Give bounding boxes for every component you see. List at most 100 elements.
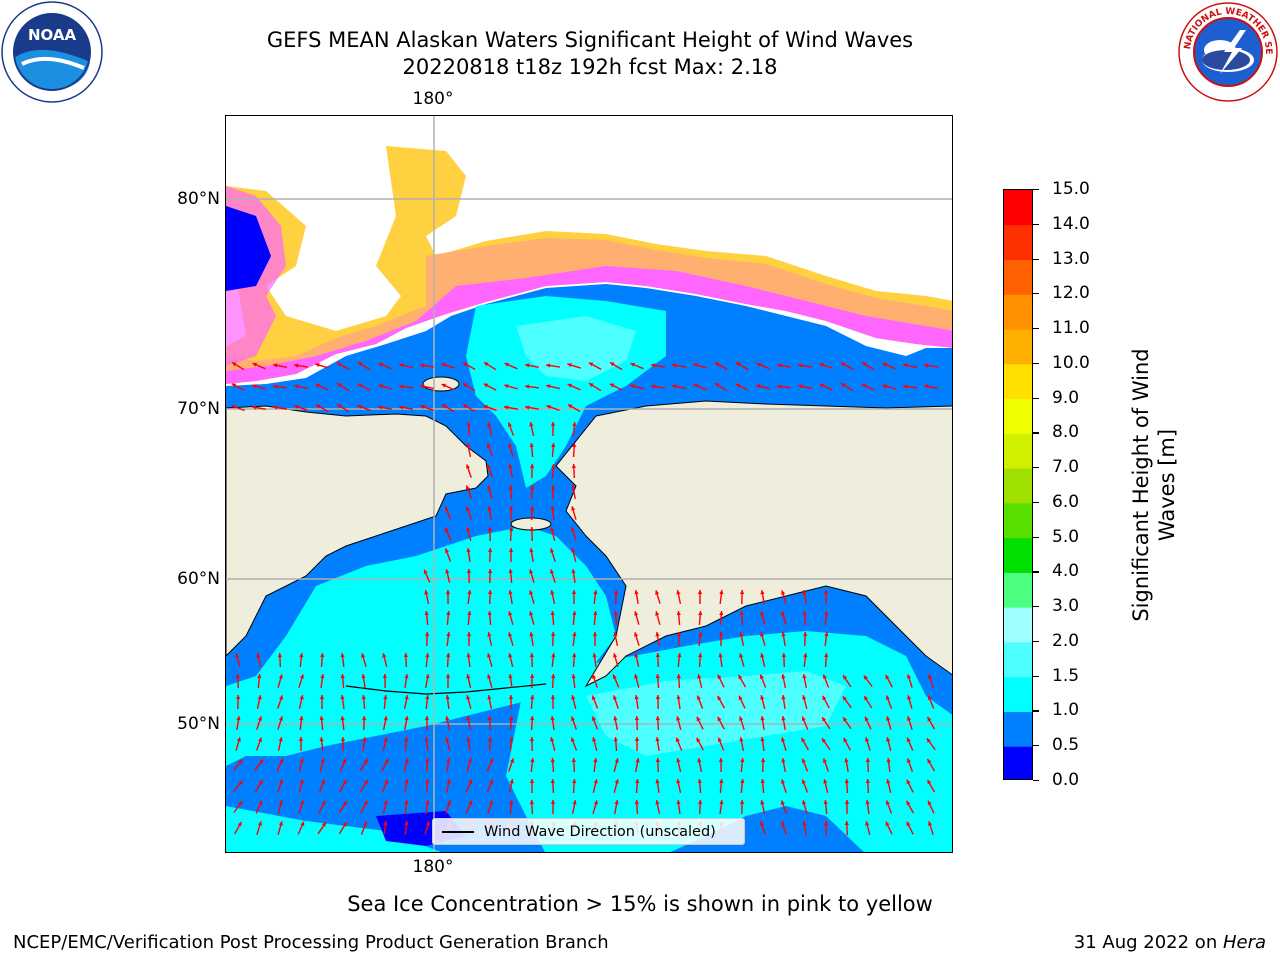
wind-wave-arrowhead [697,800,703,805]
wind-wave-arrowhead [315,363,320,368]
colorbar-segment [1004,502,1032,539]
wind-wave-arrowhead [488,800,494,805]
wind-wave-arrowhead [508,674,513,679]
wind-wave-arrowhead [907,716,912,721]
wind-wave-arrowhead [445,674,451,678]
wind-wave-arrowhead [717,695,722,701]
wind-wave-arrowhead [425,695,430,700]
wind-wave-arrowhead [802,695,807,700]
wind-wave-arrowhead [273,405,278,410]
wind-wave-arrowhead [425,653,430,658]
wind-wave-arrowhead [781,590,786,595]
wind-wave-arrowhead [546,363,551,368]
wind-wave-arrowhead [509,800,514,805]
wind-wave-arrowhead [843,717,848,722]
wind-wave-arrowhead [739,653,744,658]
wind-wave-arrowhead [906,737,911,743]
wind-wave-arrowhead [572,422,577,427]
wind-wave-arrowhead [571,590,577,594]
wind-wave-arrowhead [441,363,446,368]
colorbar-tick-mark [1033,640,1039,643]
wind-wave-arrowhead [823,800,828,805]
wind-wave-arrowhead [924,363,929,368]
wind-wave-arrowhead [781,611,786,616]
wind-wave-arrowhead [363,800,368,806]
wind-wave-arrowhead [907,695,912,700]
wind-wave-arrowhead [698,632,703,637]
colorbar-tick-mark [1033,571,1039,573]
wind-wave-arrowhead [294,363,299,368]
wind-wave-arrowhead [504,362,510,367]
wind-wave-arrowhead [259,759,264,764]
wind-wave-arrowhead [546,404,551,410]
wind-wave-arrowhead [551,653,556,658]
colorbar-tick-mark [1033,780,1039,782]
wind-wave-arrowhead [613,737,618,742]
wind-wave-arrowhead [592,653,597,658]
wind-wave-arrowhead [634,653,639,658]
wind-wave-arrowhead [822,758,827,763]
wind-wave-arrowhead [299,653,304,658]
colorbar-tick-mark [1033,258,1039,260]
wind-wave-arrowhead [320,653,325,658]
wind-wave-arrowhead [399,405,404,410]
wind-wave-arrowhead [357,383,363,388]
wind-wave-arrowhead [445,716,450,721]
wind-wave-arrowhead [550,737,555,742]
wind-wave-arrowhead [591,695,596,700]
wind-wave-arrowhead [238,801,243,806]
wind-wave-arrowhead [550,758,555,763]
lon-label-bottom: 180° [412,857,454,877]
colorbar-tick-mark [1033,328,1039,330]
wind-wave-arrowhead [340,737,346,742]
wind-wave-arrowhead [613,590,619,595]
wind-wave-arrowhead [321,779,326,784]
wind-wave-arrowhead [444,506,449,511]
wind-wave-arrowhead [483,383,489,388]
wind-wave-arrowhead [509,737,514,742]
wind-wave-arrowhead [928,821,933,826]
colorbar-segment [1004,537,1032,573]
colorbar-tick-mark [1033,467,1039,469]
wind-wave-arrowhead [466,422,471,427]
wind-wave-arrowhead [340,716,345,721]
wind-wave-arrowhead [571,548,576,553]
wind-wave-arrowhead [803,653,808,658]
wind-wave-arrowhead [315,404,321,409]
wind-wave-arrowhead [425,800,430,805]
wind-wave-arrowhead [739,632,744,637]
wind-wave-arrowhead [676,674,681,679]
wind-wave-arrowhead [697,590,703,594]
wind-wave-arrowhead [441,383,447,388]
wind-wave-arrowhead [677,653,682,658]
wind-wave-arrowhead [927,779,932,785]
ice-band-pink [226,266,952,384]
colorbar-tick-label: 11.0 [1052,318,1090,339]
wind-wave-arrowhead [567,404,573,409]
wind-wave-arrowhead [718,758,724,762]
wind-wave-arrowhead [567,383,573,388]
wind-wave-arrowhead [336,404,342,409]
wind-wave-arrowhead [676,695,681,700]
wind-wave-arrowhead [529,800,534,805]
wind-wave-arrowhead [926,738,931,743]
wind-wave-arrowhead [362,737,367,742]
wind-wave-arrowhead [342,779,347,785]
wind-wave-arrowhead [719,779,724,784]
colorbar-tick-label: 13.0 [1052,248,1090,269]
wind-wave-arrowhead [252,384,257,389]
wind-wave-arrowhead [465,464,471,469]
colorbar-canvas [1004,190,1032,779]
wind-wave-arrowhead [278,737,283,742]
wind-wave-arrowhead [484,362,489,367]
colorbar-segment [1004,224,1032,261]
land-siberia [226,405,489,657]
wind-wave-arrowhead [635,779,640,784]
wind-wave-arrowhead [466,569,472,573]
wind-wave-arrowhead [655,737,660,742]
wind-wave-arrowhead [489,779,494,785]
wind-wave-arrowhead [363,759,368,764]
wind-wave-arrowhead [357,404,362,409]
colorbar-segment [1004,711,1032,747]
wind-wave-arrowhead [236,716,241,721]
